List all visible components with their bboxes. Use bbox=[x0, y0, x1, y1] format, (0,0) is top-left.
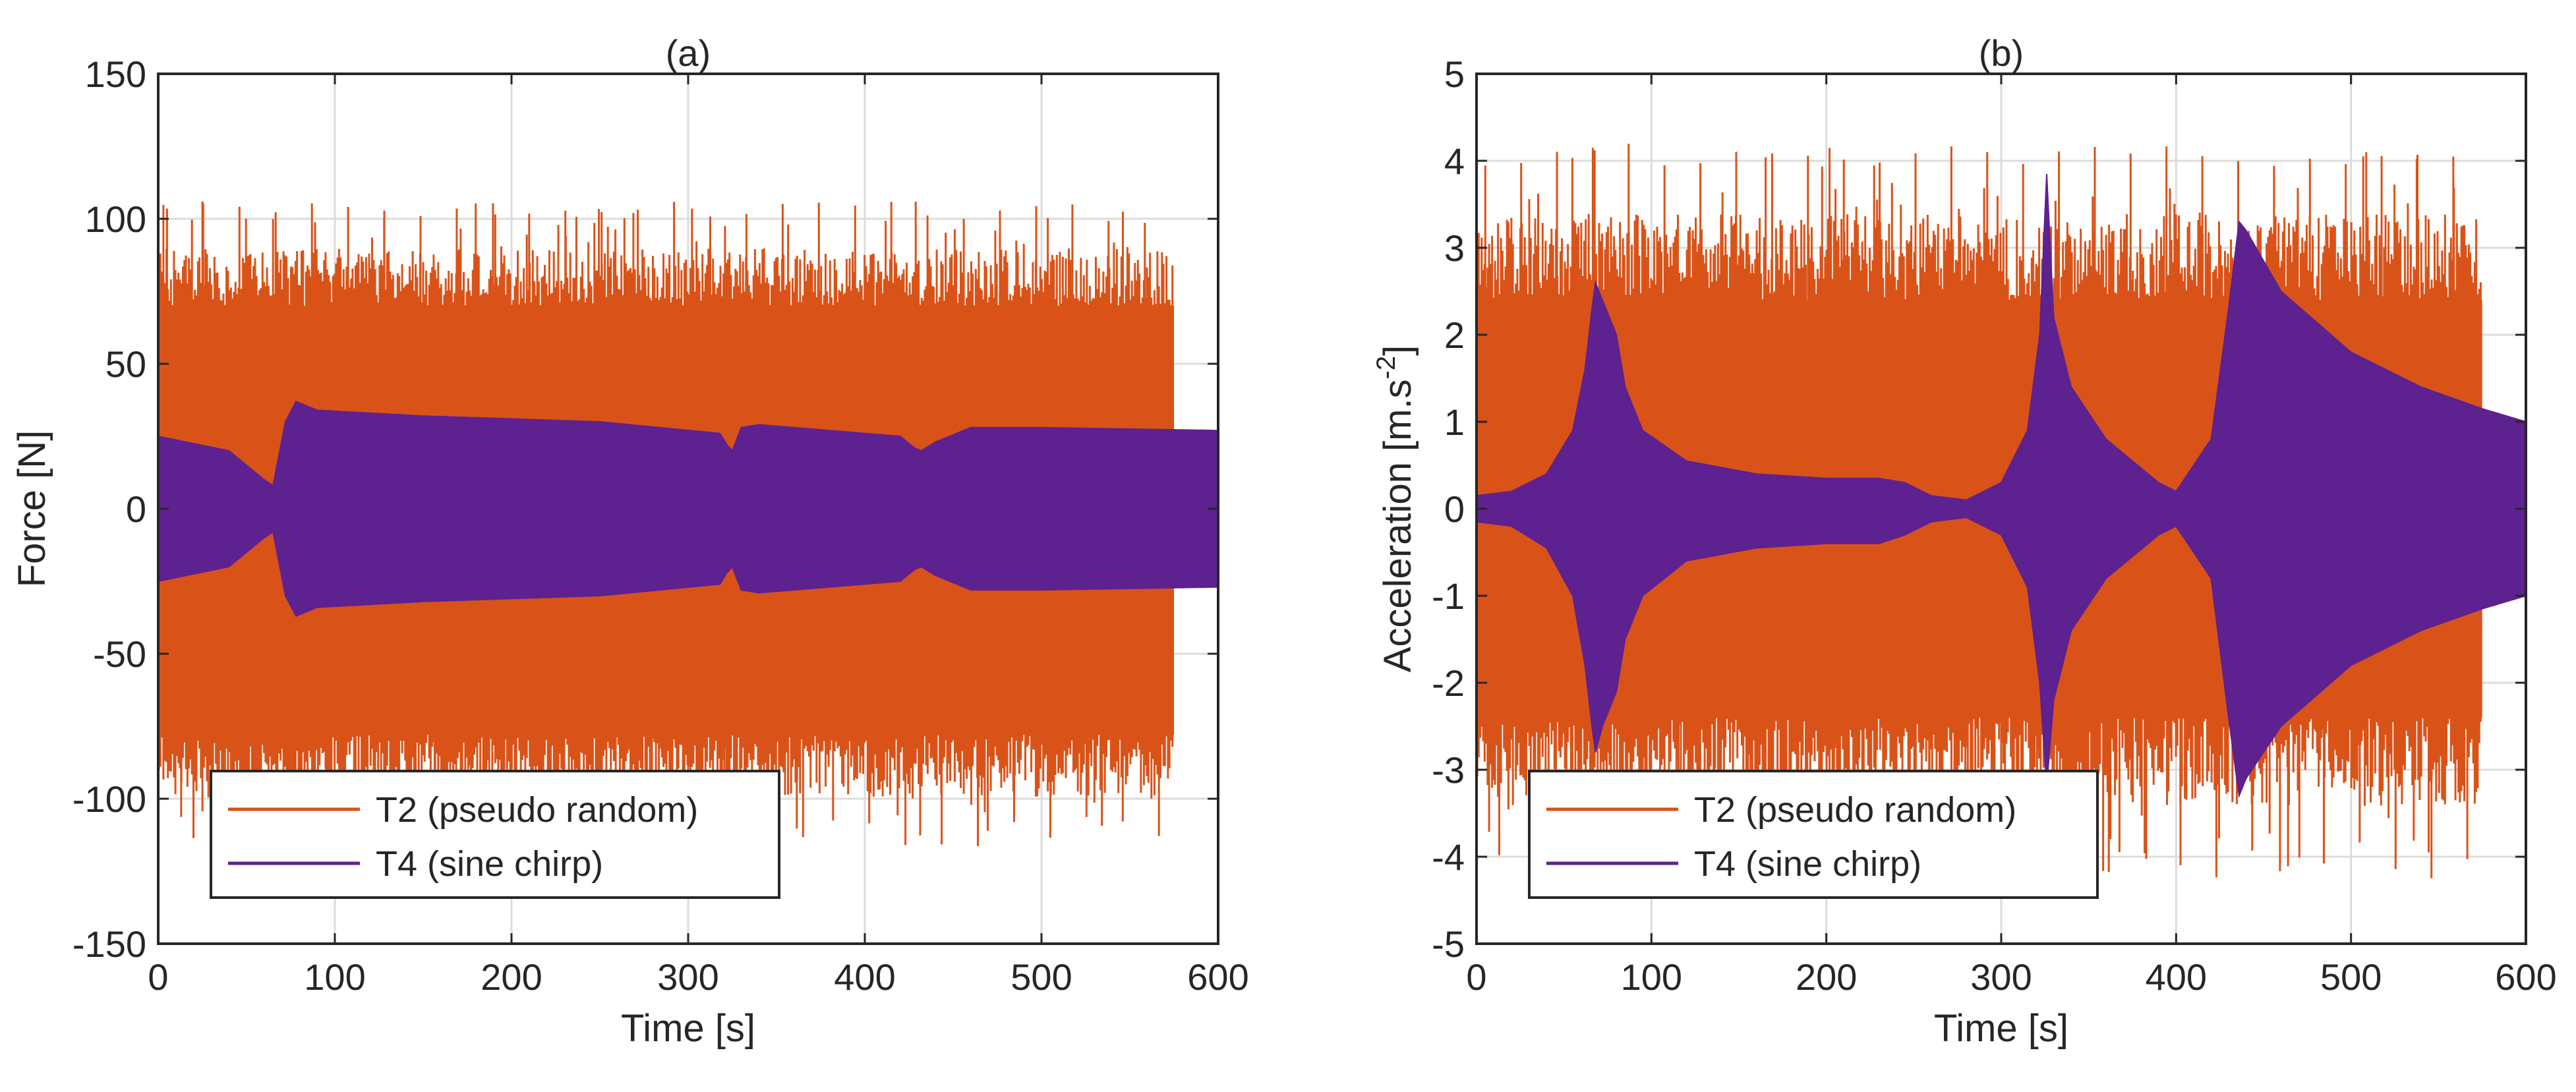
x-tick-label: 300 bbox=[1970, 956, 2032, 998]
y-axis-label-end: ] bbox=[1376, 345, 1419, 356]
y-tick-label: 150 bbox=[85, 53, 146, 95]
y-axis-label-main: Acceleration [m.s bbox=[1376, 379, 1419, 672]
y-tick-label: -2 bbox=[1432, 662, 1465, 704]
legend: T2 (pseudo random) T4 (sine chirp) bbox=[1528, 770, 2099, 899]
y-tick-label: 0 bbox=[1444, 488, 1465, 530]
y-tick-label: 4 bbox=[1444, 140, 1465, 182]
x-axis-label: Time [s] bbox=[621, 1007, 755, 1050]
y-tick-label: 0 bbox=[126, 488, 146, 530]
x-tick-label: 100 bbox=[304, 956, 365, 998]
y-tick-label: 100 bbox=[85, 198, 146, 240]
x-tick-label: 0 bbox=[148, 956, 168, 998]
legend-box bbox=[210, 770, 780, 899]
y-axis-label: Force [N] bbox=[11, 430, 53, 588]
y-axis-label-main: Force [N] bbox=[11, 430, 53, 588]
x-tick-label: 0 bbox=[1466, 956, 1486, 998]
legend-label: T4 (sine chirp) bbox=[1694, 844, 1921, 884]
x-tick-label: 400 bbox=[834, 956, 895, 998]
x-tick-label: 600 bbox=[1187, 956, 1248, 998]
y-axis-label: Acceleration [m.s-2] bbox=[1372, 345, 1419, 673]
legend-label: T2 (pseudo random) bbox=[1694, 790, 2016, 830]
y-tick-label: 2 bbox=[1444, 314, 1465, 356]
x-tick-label: 200 bbox=[481, 956, 542, 998]
y-tick-label: 3 bbox=[1444, 227, 1465, 269]
legend-label: T4 (sine chirp) bbox=[376, 844, 603, 884]
x-tick-label: 200 bbox=[1796, 956, 1857, 998]
legend: T2 (pseudo random) T4 (sine chirp) bbox=[210, 770, 780, 899]
x-tick-label: 500 bbox=[2320, 956, 2382, 998]
y-tick-label: -100 bbox=[73, 778, 146, 820]
y-axis-label-superscript: -2 bbox=[1372, 356, 1401, 380]
y-tick-label: -5 bbox=[1432, 923, 1465, 965]
y-tick-label: -50 bbox=[93, 633, 146, 675]
chart-panel-a: 0 100 200 300 400 500 600150100500-50-100-150(… bbox=[11, 32, 1249, 1050]
x-axis-label: Time [s] bbox=[1934, 1007, 2068, 1050]
x-tick-label: 500 bbox=[1010, 956, 1072, 998]
y-tick-label: -1 bbox=[1432, 575, 1465, 617]
x-tick-label: 100 bbox=[1621, 956, 1682, 998]
chart-title: (b) bbox=[1979, 32, 2024, 74]
x-tick-label: 600 bbox=[2495, 956, 2556, 998]
y-tick-label: -150 bbox=[73, 923, 146, 965]
series-t4 bbox=[158, 400, 1219, 618]
legend-box bbox=[1528, 770, 2099, 899]
legend-label: T2 (pseudo random) bbox=[376, 790, 698, 830]
y-tick-label: -4 bbox=[1432, 836, 1465, 878]
y-tick-label: 50 bbox=[105, 343, 146, 385]
y-tick-label: 1 bbox=[1444, 401, 1465, 443]
y-tick-label: 5 bbox=[1444, 53, 1465, 95]
chart-title: (a) bbox=[666, 32, 711, 74]
y-tick-label: -3 bbox=[1432, 749, 1465, 791]
x-tick-label: 300 bbox=[657, 956, 718, 998]
tick-labels: 0 100 200 300 400 500 600 5 4 3 2 1 0 -1 -2 -3 -4 -5 bbox=[1432, 53, 2557, 998]
chart-panel-b: 0 100 200 300 400 500 600 5 4 3 2 1 0 -1 -2 -3 -4 -5 (b) Ti… bbox=[1372, 32, 2557, 1050]
x-tick-label: 400 bbox=[2146, 956, 2207, 998]
